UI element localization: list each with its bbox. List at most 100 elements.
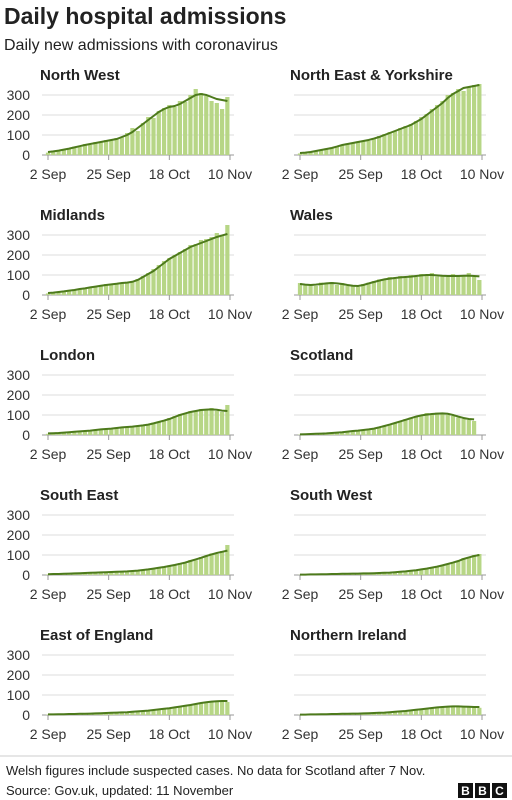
bar [303, 285, 308, 295]
bar [109, 713, 114, 715]
bar [103, 140, 109, 155]
bar [167, 418, 172, 435]
bar [188, 411, 193, 435]
bar [413, 710, 419, 715]
bar [408, 417, 413, 435]
bar [177, 414, 182, 435]
bar [183, 413, 188, 435]
bar [387, 712, 392, 715]
x-tick-label: 10 Nov [460, 166, 504, 182]
subtitle: Daily new admissions with coronavirus [4, 37, 278, 54]
bar [424, 276, 429, 295]
bar [225, 702, 230, 715]
bar [161, 108, 167, 155]
panel-title: Scotland [290, 347, 353, 364]
bar [471, 277, 477, 295]
bar [167, 707, 172, 715]
bar [392, 131, 398, 155]
x-tick-label: 2 Sep [282, 446, 319, 462]
x-tick-label: 18 Oct [149, 306, 190, 322]
x-tick-label: 18 Oct [401, 166, 442, 182]
bar [56, 433, 61, 435]
bar [135, 711, 140, 715]
bar [435, 412, 440, 435]
bar [350, 431, 355, 435]
x-tick-label: 18 Oct [149, 586, 190, 602]
bar [371, 713, 376, 715]
bar [193, 560, 198, 575]
x-tick-label: 10 Nov [460, 446, 504, 462]
y-tick-label: 100 [7, 267, 31, 283]
bar [225, 405, 230, 435]
bar [424, 413, 429, 435]
bar [140, 123, 146, 155]
bar [98, 572, 103, 575]
bar [125, 571, 130, 575]
x-tick-label: 10 Nov [208, 726, 252, 742]
bar [440, 101, 445, 155]
y-tick-label: 0 [22, 707, 30, 723]
bar [340, 283, 345, 295]
bar [198, 409, 204, 435]
bar [340, 432, 345, 435]
bar [445, 706, 450, 715]
bar [345, 143, 350, 155]
bar [225, 97, 230, 155]
x-tick-label: 2 Sep [282, 586, 319, 602]
bar [172, 107, 177, 155]
bar [156, 567, 161, 575]
x-tick-label: 10 Nov [208, 446, 252, 462]
bar [350, 285, 355, 295]
x-tick-label: 18 Oct [401, 446, 442, 462]
panel-title: North East & Yorkshire [290, 67, 453, 84]
bar [193, 244, 198, 295]
bar [419, 274, 424, 295]
bar [209, 553, 214, 575]
bar [361, 140, 366, 155]
bar [371, 281, 376, 295]
bar [204, 239, 209, 295]
bar [156, 709, 161, 715]
bar [450, 562, 456, 575]
bar [435, 276, 440, 295]
bar [308, 152, 313, 155]
bar [361, 430, 366, 435]
bar [193, 411, 198, 435]
bar [450, 274, 456, 295]
bar [146, 710, 151, 715]
bar [419, 709, 424, 715]
bar [140, 276, 146, 295]
bar [382, 134, 387, 155]
logo-box [475, 783, 490, 798]
bar [88, 573, 93, 575]
bar [135, 425, 140, 435]
average-line [47, 92, 228, 153]
y-tick-label: 300 [7, 507, 31, 523]
logo-letter: C [495, 784, 504, 798]
bar [172, 565, 177, 575]
bar [204, 96, 209, 155]
bar [51, 151, 56, 155]
bar [93, 286, 98, 295]
bar [450, 706, 456, 715]
bar [466, 558, 471, 575]
bar [130, 427, 135, 435]
bar [140, 711, 146, 715]
bar [225, 545, 230, 575]
average-line [47, 549, 228, 576]
bar [193, 704, 198, 715]
bar [77, 289, 82, 295]
bar [130, 712, 135, 715]
bar [225, 225, 230, 295]
x-tick-label: 2 Sep [282, 166, 319, 182]
x-tick-label: 25 Sep [86, 306, 131, 322]
bar [334, 147, 340, 155]
bar [466, 420, 471, 435]
x-tick-label: 2 Sep [282, 726, 319, 742]
bar [466, 87, 471, 155]
bar [456, 417, 461, 435]
x-tick-label: 2 Sep [30, 586, 67, 602]
bar [198, 557, 204, 575]
bar [183, 563, 188, 575]
bar [188, 95, 193, 155]
